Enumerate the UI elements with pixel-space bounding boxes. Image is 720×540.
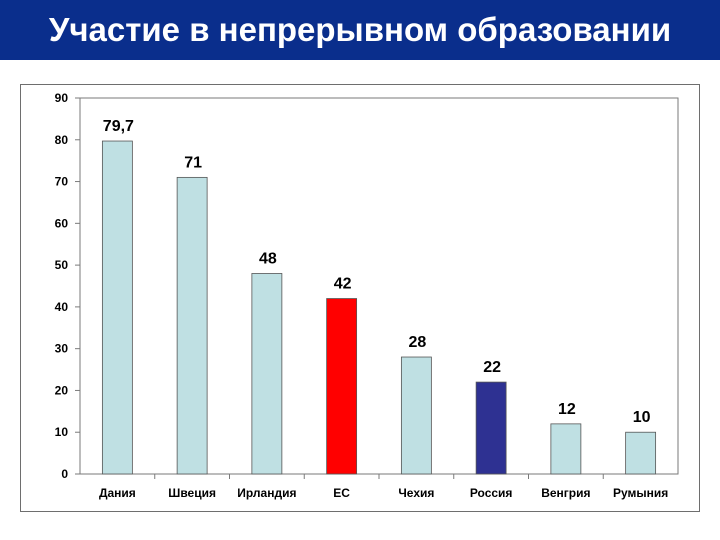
bar-2	[176, 176, 208, 475]
category-label: Ирландия	[237, 486, 296, 500]
data-label: 10	[633, 409, 651, 426]
page-title: Участие в непрерывном образовании	[48, 11, 672, 48]
category-label: ЕС	[333, 486, 350, 500]
data-label: 28	[408, 334, 426, 351]
y-tick-label: 60	[55, 216, 69, 230]
bar-6	[475, 381, 507, 475]
data-label: 22	[483, 359, 501, 376]
plot-area	[79, 97, 679, 475]
data-label: 42	[334, 276, 352, 293]
labels: 79,7 Дания 71 Швеция 48 Ирландия 42 ЕС 28 Чехия 22…	[99, 118, 668, 500]
y-tick-label: 0	[61, 467, 68, 481]
category-label: Дания	[99, 486, 136, 500]
category-label: Россия	[470, 486, 513, 500]
category-label: Чехия	[398, 486, 434, 500]
y-tick-label: 70	[55, 175, 69, 189]
category-label: Швеция	[168, 486, 216, 500]
chart-frame	[20, 84, 700, 512]
category-label: Венгрия	[541, 486, 590, 500]
data-label: 12	[558, 401, 576, 418]
bar-8	[625, 431, 657, 475]
y-tick-label: 90	[55, 91, 69, 105]
bar-4	[326, 298, 358, 475]
category-label: Румыния	[613, 486, 668, 500]
y-tick-label: 50	[55, 258, 69, 272]
bar-7	[550, 423, 582, 475]
title-bar: Участие в непрерывном образовании	[0, 0, 720, 60]
axes: 0 10 20 30 40 50 60 70 80 90	[55, 91, 679, 481]
data-label: 71	[184, 154, 202, 171]
bar-5	[400, 356, 432, 475]
bar-1	[101, 140, 133, 475]
data-label: 48	[259, 250, 277, 267]
y-tick-label: 40	[55, 300, 69, 314]
bar-3	[251, 273, 283, 475]
y-tick-label: 30	[55, 342, 69, 356]
y-tick-label: 20	[55, 383, 69, 397]
y-tick-label: 10	[55, 425, 69, 439]
bars	[101, 140, 657, 475]
data-label: 79,7	[103, 118, 134, 135]
y-tick-label: 80	[55, 133, 69, 147]
